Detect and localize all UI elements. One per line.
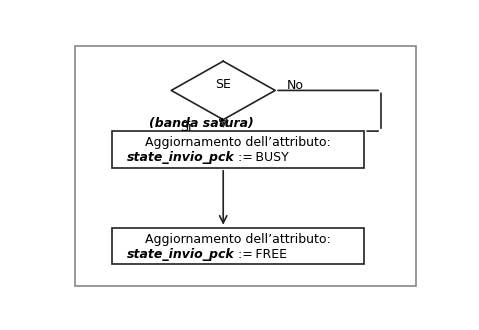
Text: Si: Si: [180, 121, 192, 134]
Text: state_invio_pck: state_invio_pck: [126, 248, 234, 261]
FancyBboxPatch shape: [112, 131, 365, 168]
Text: SE: SE: [215, 78, 231, 91]
Text: state_invio_pck: state_invio_pck: [126, 151, 234, 164]
Text: Aggiornamento dell’attributo:: Aggiornamento dell’attributo:: [145, 233, 331, 246]
Text: := BUSY: := BUSY: [234, 151, 289, 164]
FancyBboxPatch shape: [75, 46, 416, 286]
Text: Aggiornamento dell’attributo:: Aggiornamento dell’attributo:: [145, 136, 331, 149]
Text: := FREE: := FREE: [234, 248, 287, 261]
Text: (banda satura): (banda satura): [148, 117, 253, 130]
FancyBboxPatch shape: [112, 228, 365, 264]
Polygon shape: [171, 61, 275, 120]
Text: No: No: [287, 79, 304, 92]
